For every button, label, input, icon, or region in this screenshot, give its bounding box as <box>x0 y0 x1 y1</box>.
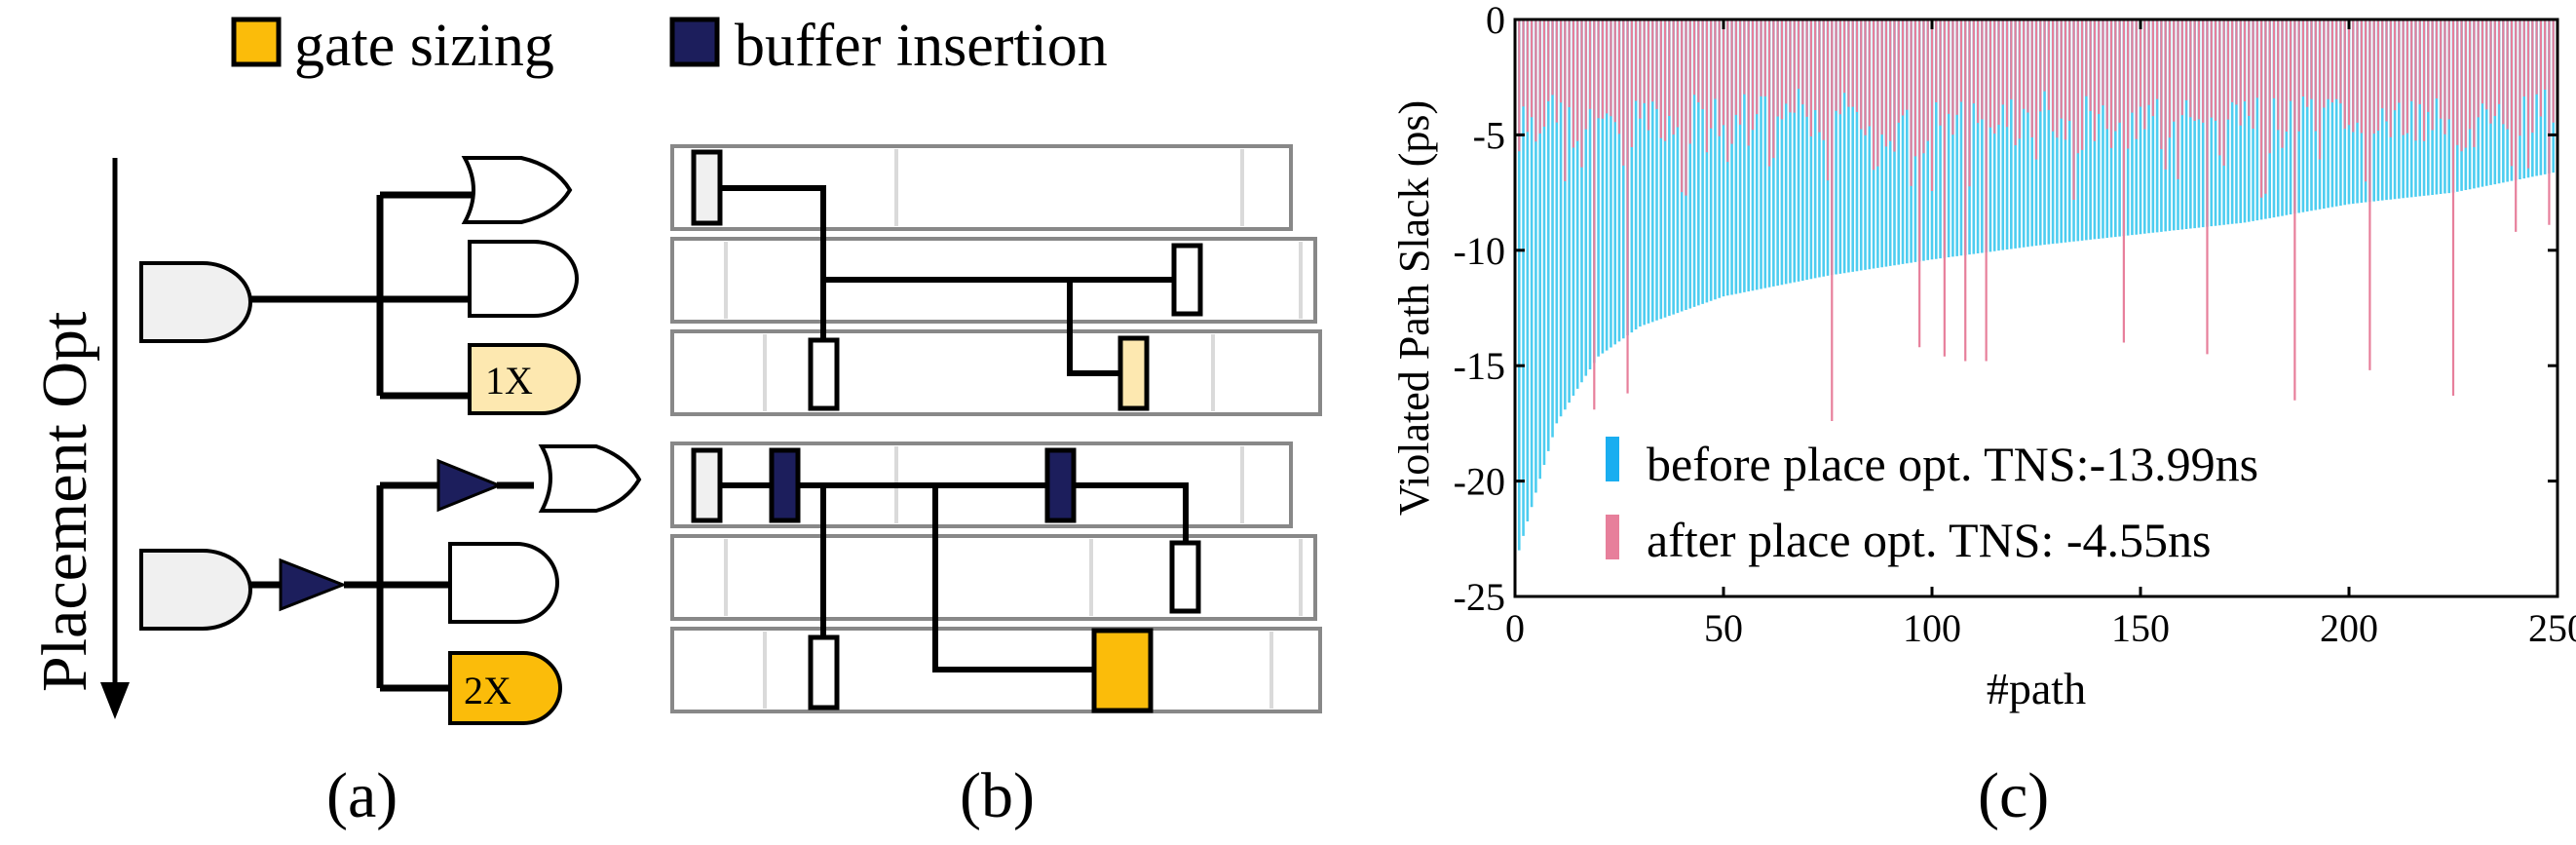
upper-circuit-wires <box>248 191 474 400</box>
legend: gate sizing buffer insertion <box>231 13 1108 79</box>
panel-b: (b) <box>670 144 1322 831</box>
caption-b: (b) <box>960 760 1035 831</box>
placement-rows <box>670 144 1322 713</box>
cell-driver-lower <box>691 447 723 523</box>
cell-sink <box>1169 540 1201 614</box>
x-axis-label: #path <box>1987 664 2086 713</box>
lower-driver-and-gate <box>139 549 252 631</box>
legend-swatch-before <box>1606 437 1619 481</box>
cell-sink <box>808 337 840 411</box>
y-tick-label: 0 <box>1486 0 1505 42</box>
legend-label-gate-sizing: gate sizing <box>294 13 554 79</box>
upper-and-gate <box>468 240 579 318</box>
cell-sized-2x <box>1091 628 1154 713</box>
x-tick-label: 0 <box>1505 606 1525 650</box>
y-tick-label: -15 <box>1454 344 1505 388</box>
x-tick-label: 100 <box>1903 606 1961 650</box>
upper-driver-and-gate <box>139 261 252 343</box>
legend-label-before: before place opt. TNS:-13.99ns <box>1647 437 2258 491</box>
placement-row <box>670 534 1317 621</box>
y-tick-label: -5 <box>1473 113 1505 157</box>
upper-or-gate <box>461 156 573 224</box>
y-tick-label: -20 <box>1454 460 1505 504</box>
y-axis-label: Violated Path Slack (ps) <box>1390 100 1438 516</box>
x-axis-ticks: 0 50 100 150 200 250 <box>1505 19 2576 650</box>
lower-and-gate <box>448 542 559 624</box>
cell-sized-1x <box>1118 335 1150 411</box>
y-axis-ticks: 0 -5 -10 -15 -20 -25 <box>1454 0 2557 619</box>
y-tick-label: -25 <box>1454 575 1505 619</box>
caption-a: (a) <box>326 760 398 831</box>
legend-swatch-after <box>1606 515 1619 559</box>
legend-swatch-gate-sizing <box>231 17 282 67</box>
x-tick-label: 50 <box>1704 606 1743 650</box>
lower-or-gate <box>538 444 642 513</box>
plot-area-border <box>1513 18 2559 598</box>
sized-gate-1x <box>468 343 581 415</box>
panel-c: 0 -5 -10 -15 -20 -25 0 50 100 150 200 250 Violated… <box>1390 0 2576 831</box>
x-tick-label: 250 <box>2528 606 2576 650</box>
placement-opt-arrow-head <box>100 682 130 719</box>
row-site-separators <box>724 149 1303 709</box>
cell-sink <box>1171 243 1203 317</box>
cell-buffer <box>769 447 801 523</box>
y-tick-label: -10 <box>1454 229 1505 273</box>
placement-opt-label: Placement Opt <box>29 312 100 692</box>
placement-row <box>670 329 1322 416</box>
series-after-bars <box>1518 19 2559 422</box>
lower-circuit-wires <box>248 481 534 692</box>
x-tick-label: 150 <box>2111 606 2170 650</box>
sized-gate-2x <box>448 651 562 725</box>
legend-label-buffer-insertion: buffer insertion <box>735 13 1108 79</box>
caption-c: (c) <box>1978 760 2049 831</box>
cell-sink <box>808 634 840 711</box>
gate-2x-label: 2X <box>464 669 511 712</box>
panel-a: Placement Opt 1X 2X (a) <box>29 156 642 831</box>
inserted-buffer-1 <box>279 557 348 612</box>
x-tick-label: 200 <box>2320 606 2378 650</box>
inserted-buffer-2 <box>436 458 504 513</box>
gate-1x-label: 1X <box>485 359 533 403</box>
legend-swatch-buffer-insertion <box>669 17 720 67</box>
cell-buffer <box>1044 447 1077 523</box>
legend-label-after: after place opt. TNS: -4.55ns <box>1647 513 2212 567</box>
cell-driver-upper <box>691 149 723 226</box>
